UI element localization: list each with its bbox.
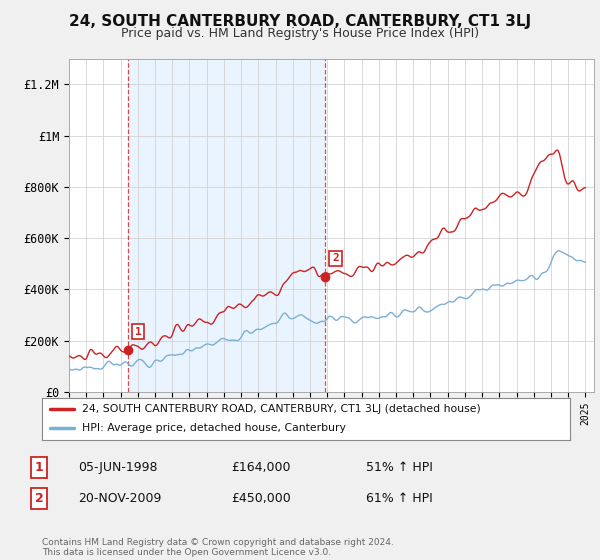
Text: HPI: Average price, detached house, Canterbury: HPI: Average price, detached house, Cant…: [82, 423, 346, 433]
Bar: [128, 59, 325, 392]
Text: 61% ↑ HPI: 61% ↑ HPI: [366, 492, 433, 505]
Text: 2: 2: [35, 492, 43, 505]
Text: 24, SOUTH CANTERBURY ROAD, CANTERBURY, CT1 3LJ (detached house): 24, SOUTH CANTERBURY ROAD, CANTERBURY, C…: [82, 404, 481, 414]
Text: £164,000: £164,000: [231, 461, 290, 474]
Text: £450,000: £450,000: [231, 492, 291, 505]
Text: Contains HM Land Registry data © Crown copyright and database right 2024.
This d: Contains HM Land Registry data © Crown c…: [42, 538, 394, 557]
Text: 1: 1: [35, 461, 43, 474]
Text: 05-JUN-1998: 05-JUN-1998: [78, 461, 157, 474]
Text: 51% ↑ HPI: 51% ↑ HPI: [366, 461, 433, 474]
Text: Price paid vs. HM Land Registry's House Price Index (HPI): Price paid vs. HM Land Registry's House …: [121, 27, 479, 40]
Text: 2: 2: [332, 253, 339, 263]
Text: 20-NOV-2009: 20-NOV-2009: [78, 492, 161, 505]
Text: 24, SOUTH CANTERBURY ROAD, CANTERBURY, CT1 3LJ: 24, SOUTH CANTERBURY ROAD, CANTERBURY, C…: [69, 14, 531, 29]
Text: 1: 1: [135, 326, 142, 337]
